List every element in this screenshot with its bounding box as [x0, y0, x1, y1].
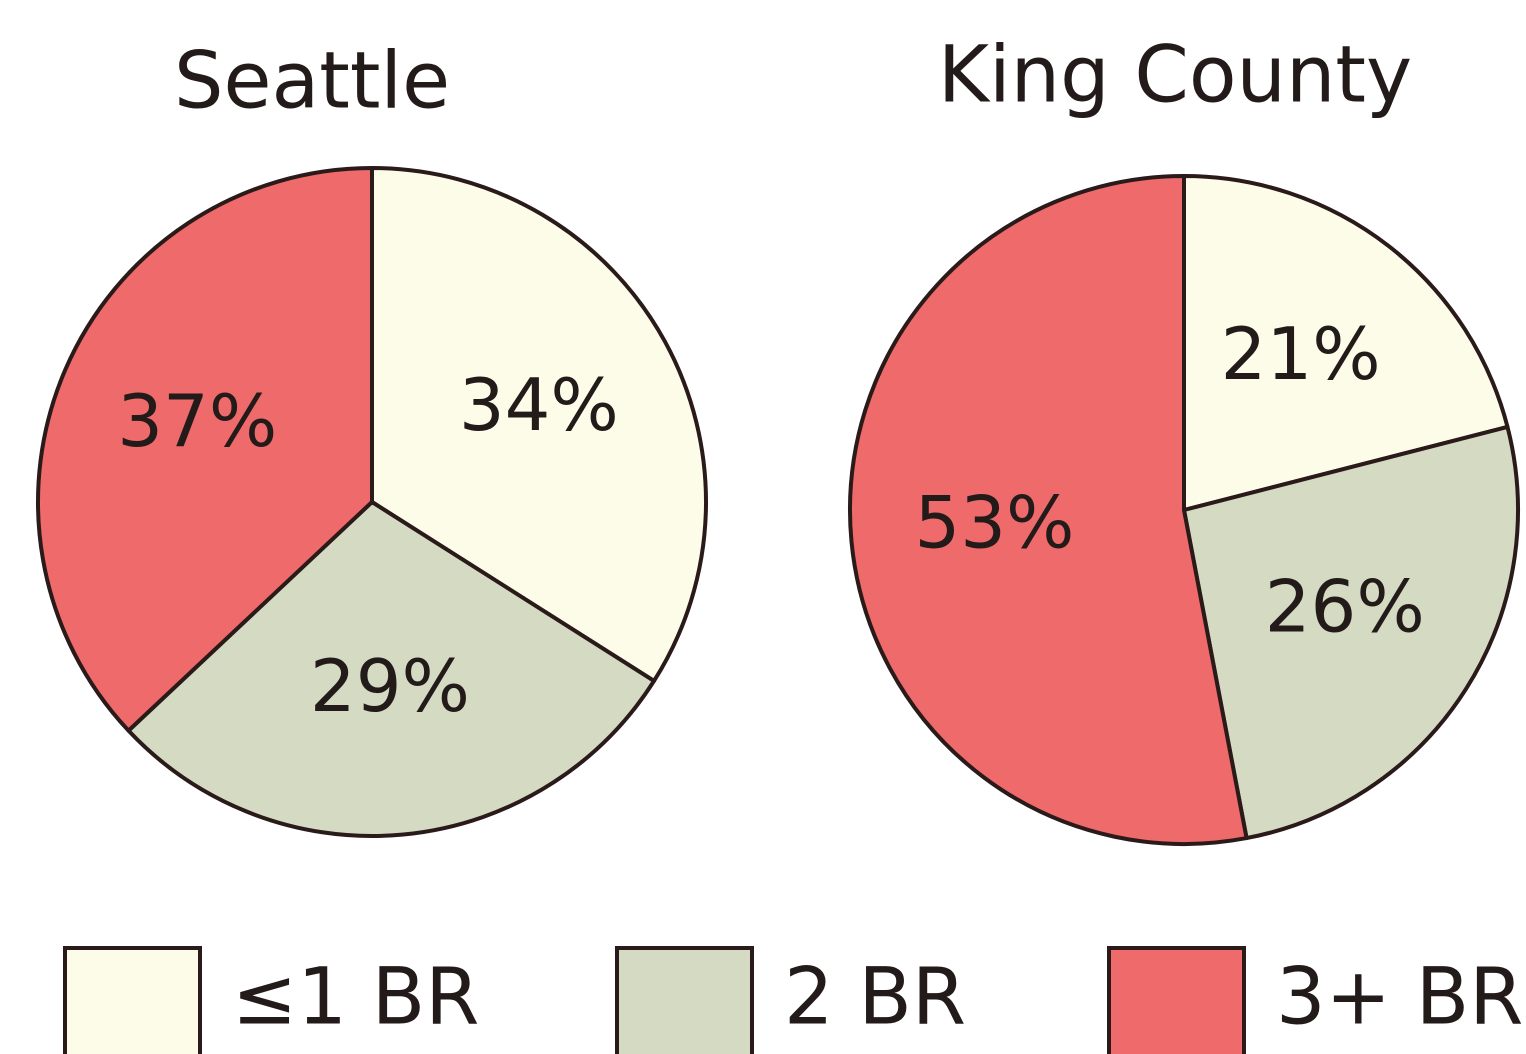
legend-text: 2 BR — [784, 952, 966, 1042]
chart-title: Seattle — [174, 36, 450, 126]
value-label: 26% — [1265, 565, 1425, 649]
legend-swatch — [63, 946, 202, 1054]
value-label: 53% — [914, 480, 1074, 564]
chart-title: King County — [938, 30, 1412, 120]
value-label: 34% — [459, 363, 619, 447]
value-label: 21% — [1221, 312, 1381, 396]
pie-slice — [1182, 174, 1510, 512]
legend-swatch — [1107, 946, 1246, 1054]
pie-slice — [1182, 424, 1520, 841]
legend-text: ≤1 BR — [232, 952, 479, 1042]
pie-slice — [126, 500, 657, 838]
legend-text: 3+ BR — [1276, 952, 1523, 1042]
legend-swatch — [615, 946, 754, 1054]
pie-slice — [848, 174, 1249, 846]
value-label: 29% — [310, 644, 470, 728]
pie-slice — [36, 166, 374, 733]
value-label: 37% — [117, 379, 277, 463]
